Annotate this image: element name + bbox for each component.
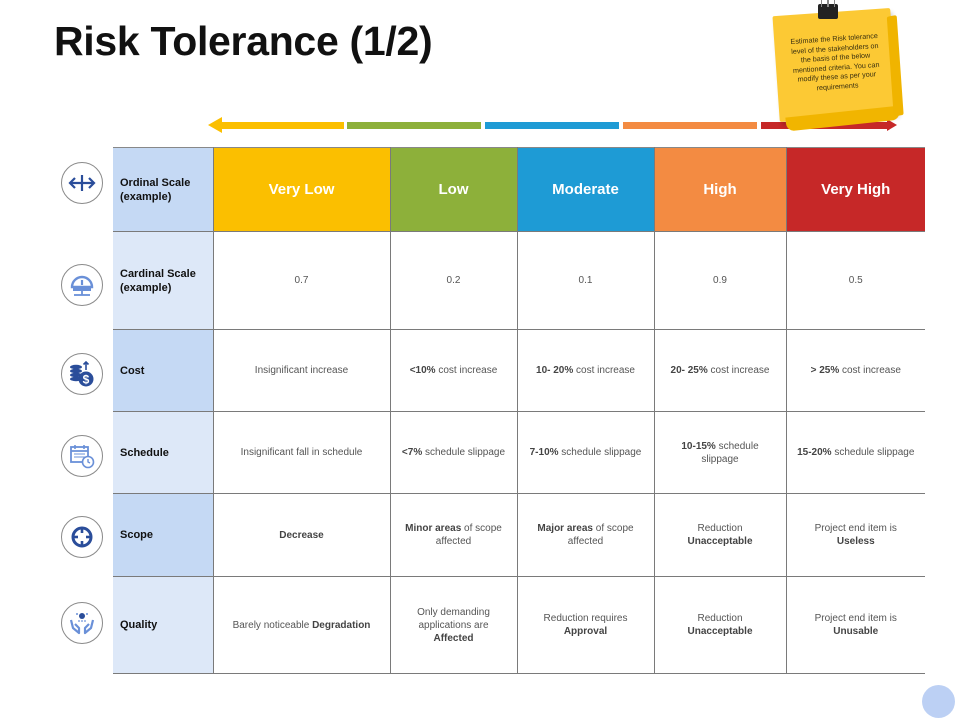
table-row: Schedule Insignificant fall in schedule … <box>113 411 925 494</box>
table-cell: 15-20% schedule slippage <box>785 411 925 494</box>
table-cell: Project end item is Unusable <box>785 576 925 674</box>
arrow-left-icon <box>208 117 222 133</box>
hands-quality-icon <box>61 602 103 644</box>
table-cell: 7-10% schedule slippage <box>516 411 655 494</box>
table-cell: 10- 20% cost increase <box>516 329 655 412</box>
table-cell: 0.5 <box>785 231 925 330</box>
table-cell: Decrease <box>212 493 391 577</box>
binder-clip-icon <box>818 0 838 19</box>
arrow-segment-moderate <box>485 119 619 131</box>
sticky-note: Estimate the Risk tolerance level of the… <box>772 8 904 132</box>
table-cell: <7% schedule slippage <box>389 411 518 494</box>
table-cell: Project end item is Useless <box>785 493 925 577</box>
arrow-segment-high <box>623 119 757 131</box>
row-label-cardinal-scale: Cardinal Scale (example) <box>113 231 214 330</box>
table-row: Cardinal Scale (example) 0.7 0.2 0.1 0.9… <box>113 231 925 330</box>
table-cell: Reduction requires Approval <box>516 576 655 674</box>
table-cell: > 25% cost increase <box>785 329 925 412</box>
sticky-note-text: Estimate the Risk tolerance level of the… <box>790 30 880 93</box>
table-cell: 0.7 <box>212 231 391 330</box>
row-label-ordinal-scale: Ordinal Scale (example) <box>113 147 214 232</box>
table-cell: Barely noticeable Degradation <box>212 576 391 674</box>
row-label-schedule: Schedule <box>113 411 214 494</box>
horizontal-arrows-icon <box>61 162 103 204</box>
row-label-scope: Scope <box>113 493 214 577</box>
table-cell: Minor areas of scope affected <box>389 493 518 577</box>
row-label-quality: Quality <box>113 576 214 674</box>
risk-tolerance-table: Ordinal Scale (example) Very Low Low Mod… <box>113 147 925 674</box>
column-header-very-low: Very Low <box>212 147 391 232</box>
row-label-cost: Cost <box>113 329 214 412</box>
table-cell: 0.1 <box>516 231 655 330</box>
column-header-low: Low <box>389 147 518 232</box>
table-row: Cost Insignificant increase <10% cost in… <box>113 329 925 412</box>
column-header-moderate: Moderate <box>516 147 655 232</box>
table-row: Scope Decrease Minor areas of scope affe… <box>113 493 925 577</box>
table-cell: Major areas of scope affected <box>516 493 655 577</box>
table-cell: 0.9 <box>653 231 787 330</box>
calendar-clock-icon <box>61 435 103 477</box>
column-header-very-high: Very High <box>785 147 925 232</box>
table-header-row: Ordinal Scale (example) Very Low Low Mod… <box>113 147 925 232</box>
table-cell: 20- 25% cost increase <box>653 329 787 412</box>
table-row: Quality Barely noticeable Degradation On… <box>113 576 925 674</box>
gauge-icon <box>61 264 103 306</box>
table-cell: Insignificant fall in schedule <box>212 411 391 494</box>
table-cell: Reduction Unacceptable <box>653 576 787 674</box>
arrow-segment-very-low <box>208 117 344 133</box>
table-cell: Only demanding applications are Affected <box>389 576 518 674</box>
table-cell: 0.2 <box>389 231 518 330</box>
slide-nav-dot[interactable] <box>922 685 955 718</box>
money-coins-icon: $ <box>61 353 103 395</box>
arrow-segment-low <box>347 119 481 131</box>
column-header-high: High <box>653 147 787 232</box>
arrow-right-icon <box>887 119 897 131</box>
page-title: Risk Tolerance (1/2) <box>54 18 433 64</box>
table-cell: Reduction Unacceptable <box>653 493 787 577</box>
svg-text:$: $ <box>83 373 90 387</box>
table-cell: <10% cost increase <box>389 329 518 412</box>
table-cell: Insignificant increase <box>212 329 391 412</box>
target-crosshair-icon <box>61 516 103 558</box>
table-cell: 10-15% schedule slippage <box>653 411 787 494</box>
